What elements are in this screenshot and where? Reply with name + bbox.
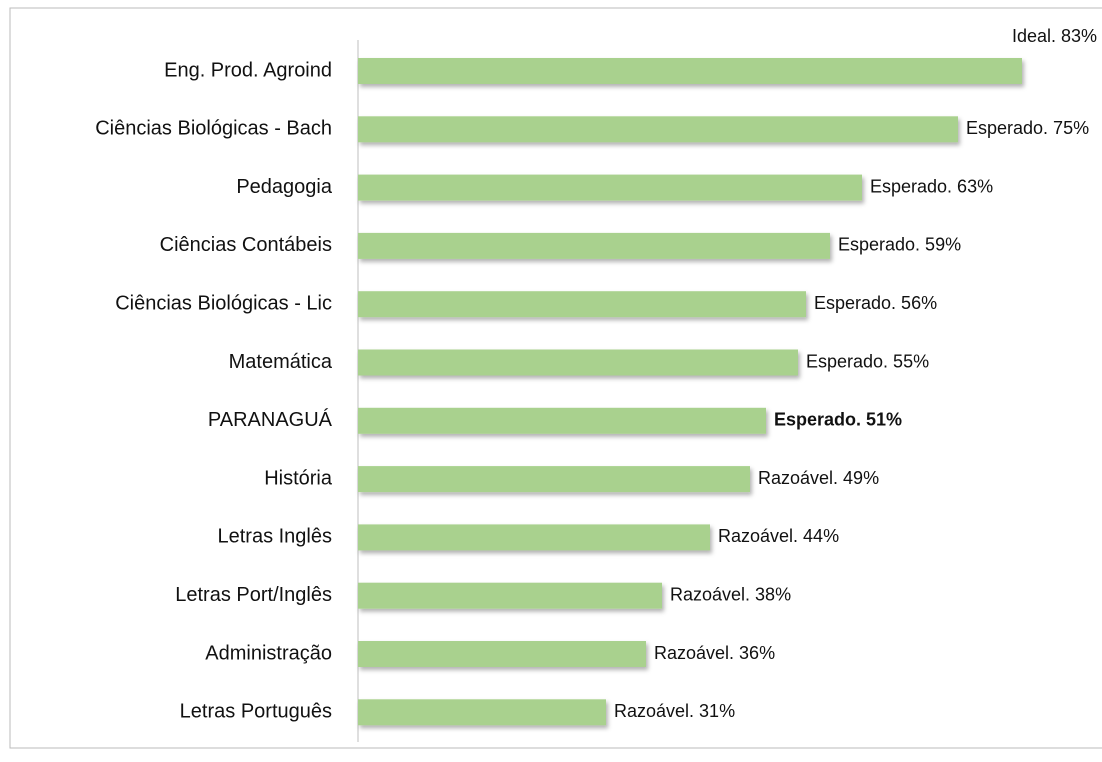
data-label: Esperado. 55% xyxy=(806,351,929,371)
category-label: Pedagogia xyxy=(236,176,333,198)
data-label: Ideal. 83% xyxy=(1012,26,1097,46)
bar xyxy=(358,524,710,551)
data-label: Esperado. 56% xyxy=(814,293,937,313)
chart-frame xyxy=(9,7,1102,749)
data-label: Razoável. 44% xyxy=(718,526,839,546)
bar xyxy=(358,232,830,259)
category-label: Letras Port/Inglês xyxy=(175,584,332,606)
bar xyxy=(358,407,766,434)
category-label: PARANAGUÁ xyxy=(208,408,333,431)
data-label: Esperado. 75% xyxy=(966,118,1089,138)
data-label: Razoável. 36% xyxy=(654,643,775,663)
data-label: Esperado. 59% xyxy=(838,235,961,255)
bar xyxy=(358,58,1022,84)
data-label: Razoável. 49% xyxy=(758,468,879,488)
bar xyxy=(358,699,606,726)
category-label: Ciências Biológicas - Bach xyxy=(95,118,332,140)
bar xyxy=(358,582,662,609)
data-label: Esperado. 63% xyxy=(870,176,993,196)
bar xyxy=(358,174,862,201)
category-label: Administração xyxy=(205,642,332,664)
category-label: História xyxy=(264,467,333,489)
category-label: Eng. Prod. Agroind xyxy=(164,59,332,81)
bar xyxy=(358,466,750,493)
bar xyxy=(358,641,646,667)
data-label: Razoável. 31% xyxy=(614,701,735,721)
category-label: Matemática xyxy=(229,351,333,373)
bar xyxy=(358,291,806,318)
data-label: Esperado. 51% xyxy=(774,410,902,430)
category-label: Letras Inglês xyxy=(217,526,332,548)
data-label: Razoável. 38% xyxy=(670,584,791,604)
category-label: Ciências Contábeis xyxy=(160,234,332,256)
category-label: Letras Português xyxy=(180,701,332,723)
category-label: Ciências Biológicas - Lic xyxy=(115,292,332,314)
bar xyxy=(358,349,798,376)
bar xyxy=(358,116,958,143)
